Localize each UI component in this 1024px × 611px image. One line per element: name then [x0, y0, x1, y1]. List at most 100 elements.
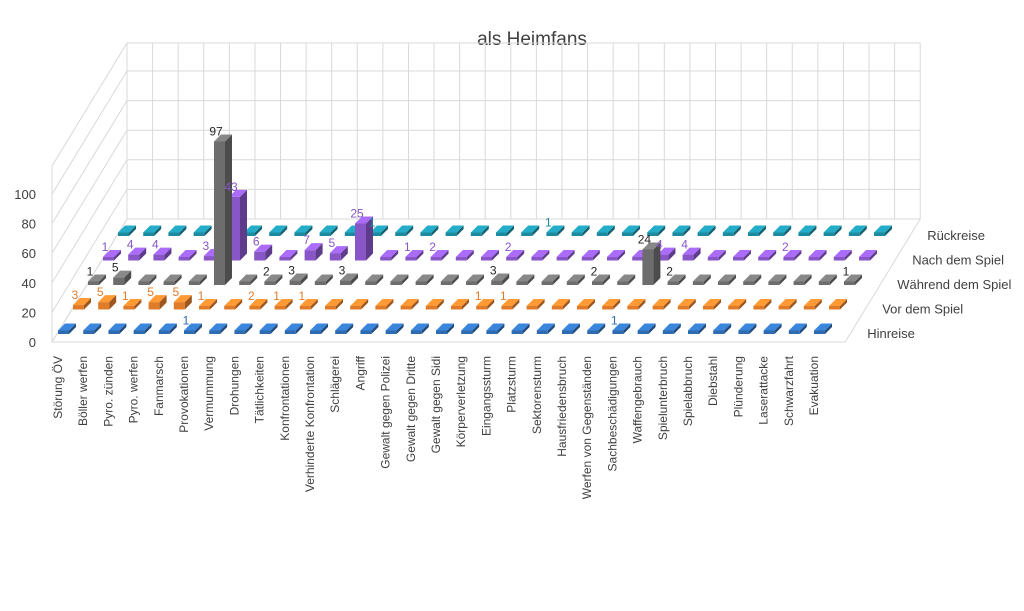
bar — [607, 250, 625, 261]
bar — [521, 225, 540, 236]
bar — [617, 274, 636, 285]
bar-side — [724, 323, 732, 334]
category-label: Eingangssturm — [479, 356, 493, 436]
bar-side — [260, 299, 268, 310]
bar-face — [541, 281, 553, 285]
bar-side — [451, 274, 459, 285]
bar — [239, 274, 258, 285]
series-label: Während dem Spiel — [897, 277, 1011, 292]
bar-side — [330, 225, 338, 236]
bar-side — [129, 225, 136, 236]
bar — [571, 225, 590, 236]
bar — [103, 250, 121, 261]
bar-side — [638, 299, 646, 310]
bar-side — [351, 273, 358, 285]
data-label: 3 — [202, 239, 209, 253]
bar — [118, 225, 136, 236]
bar — [264, 274, 283, 285]
bar-face — [718, 281, 729, 285]
bar-face — [173, 302, 185, 310]
bar — [188, 274, 207, 285]
bar-side — [588, 299, 595, 310]
bar-side — [804, 274, 812, 285]
bar-face — [546, 232, 558, 236]
bar — [158, 323, 177, 334]
bar — [254, 244, 273, 261]
series-label: Vor dem Spiel — [882, 302, 963, 317]
bar-face — [350, 306, 362, 310]
bar-side — [703, 274, 711, 285]
bar-top — [697, 225, 716, 233]
bar-top — [602, 299, 621, 306]
y-tick-label: 60 — [22, 246, 36, 261]
bar-side — [840, 299, 847, 310]
bar-face — [688, 330, 699, 334]
bar — [405, 250, 424, 261]
bar — [748, 225, 766, 236]
data-label: 25 — [350, 207, 364, 221]
bar-face — [833, 257, 845, 261]
bar-face — [138, 281, 150, 285]
bar — [113, 270, 132, 285]
bar-side — [829, 274, 837, 285]
data-label: 1 — [843, 265, 850, 279]
category-label: Pyro. zünden — [101, 356, 115, 427]
bar-side — [436, 299, 444, 310]
axis-layer: 0 20 40 60 80 100 Rückreise Nach dem Spiel Währe… — [14, 187, 1011, 499]
bar-top — [400, 299, 419, 306]
bar-top — [461, 323, 480, 331]
bar — [733, 250, 751, 261]
bar-top — [370, 225, 388, 233]
bar-top — [496, 225, 514, 233]
bar-side — [119, 323, 127, 334]
bar-side — [441, 250, 449, 261]
bar-face — [133, 330, 145, 334]
category-label: Evakuation — [807, 356, 821, 415]
bar — [778, 299, 797, 310]
category-label: Gewalt gegen Polizei — [379, 356, 393, 469]
bar-top — [58, 323, 76, 331]
bar-top — [728, 299, 747, 306]
bar-top — [753, 299, 772, 306]
bar-top — [420, 225, 439, 233]
bar-top — [541, 274, 560, 282]
bar — [511, 323, 530, 334]
bar — [848, 225, 867, 236]
bar-top — [707, 250, 726, 257]
category-label: Pyro. werfen — [127, 356, 141, 423]
bar-side — [658, 225, 666, 236]
bar-face — [259, 330, 271, 334]
bar-side — [336, 299, 343, 310]
bar-top — [254, 244, 273, 252]
bar-side — [699, 323, 706, 334]
bar-side — [663, 299, 671, 310]
bar — [314, 274, 333, 285]
bar-face — [743, 281, 755, 285]
bar-side — [270, 323, 278, 334]
bar-top — [531, 250, 550, 257]
bar-top — [98, 295, 117, 303]
bar-side — [139, 247, 147, 261]
bar-side — [789, 299, 797, 310]
bar-face — [360, 330, 372, 334]
bar-face — [536, 330, 548, 334]
data-label: 7 — [303, 233, 310, 247]
bar-face — [123, 306, 135, 310]
bar-top — [128, 247, 147, 255]
category-label: Gewalt gegen Dritte — [404, 356, 418, 462]
bar — [581, 250, 600, 261]
bar — [138, 274, 157, 285]
bar-top — [168, 225, 187, 233]
bar-top — [350, 299, 369, 306]
bar-top — [577, 299, 595, 306]
bar-top — [848, 225, 867, 233]
bar-side — [69, 323, 76, 334]
bar-face — [844, 281, 855, 285]
bar-top — [113, 270, 132, 278]
bar — [184, 323, 202, 334]
category-label: Spielabbruch — [681, 356, 695, 426]
data-label: 2 — [248, 289, 255, 303]
bar-side — [169, 323, 177, 334]
bar — [637, 323, 656, 334]
bar — [546, 225, 565, 236]
